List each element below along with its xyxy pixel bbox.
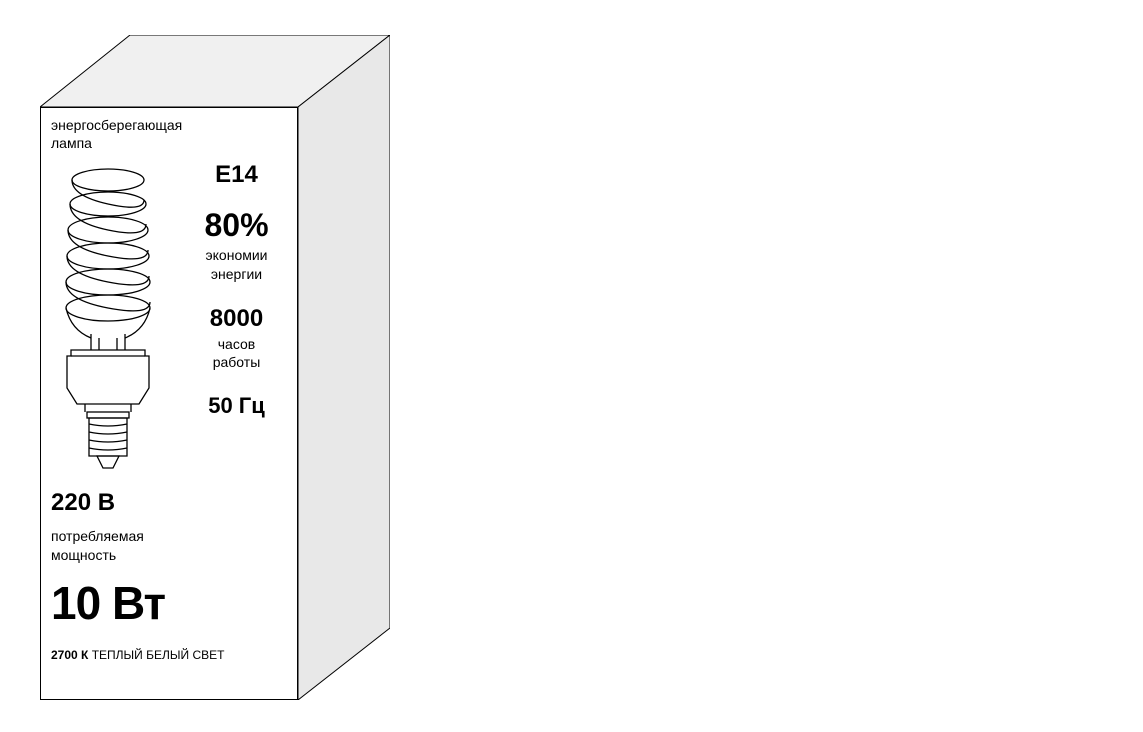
color-temperature: 2700 К ТЕПЛЫЙ БЕЛЫЙ СВЕТ: [51, 648, 287, 662]
right-column: E14 80% экономии энергии 8000 часов рабо…: [171, 156, 287, 481]
power-label-line2: мощность: [51, 547, 116, 563]
cfl-bulb-icon: [51, 156, 166, 476]
voltage: 220 В: [51, 489, 287, 517]
socket-type: E14: [186, 161, 287, 189]
savings-text-line2: энергии: [211, 266, 262, 282]
power-label-line1: потребляемая: [51, 528, 144, 544]
savings-text: экономии энергии: [186, 246, 287, 282]
hours-text: часов работы: [186, 335, 287, 371]
product-title-line1: энергосберегающая: [51, 116, 287, 134]
savings-text-line1: экономии: [206, 247, 268, 263]
color-temp-text: ТЕПЛЫЙ БЕЛЫЙ СВЕТ: [88, 648, 224, 662]
box-side-face: [298, 35, 390, 700]
hours-text-line2: работы: [213, 354, 261, 370]
content-columns: E14 80% экономии энергии 8000 часов рабо…: [51, 156, 287, 481]
lamp-package-box: энергосберегающая лампа: [40, 35, 390, 700]
product-title-line2: лампа: [51, 134, 287, 152]
hours-text-line1: часов: [218, 336, 255, 352]
left-column: [51, 156, 171, 481]
box-front-face: энергосберегающая лампа: [40, 107, 298, 700]
color-temp-value: 2700 К: [51, 648, 88, 662]
power-label: потребляемая мощность: [51, 527, 287, 563]
power-value: 10 Вт: [51, 576, 287, 630]
hours-value: 8000: [186, 305, 287, 333]
frequency: 50 Гц: [186, 393, 287, 419]
savings-percent: 80%: [186, 207, 287, 244]
